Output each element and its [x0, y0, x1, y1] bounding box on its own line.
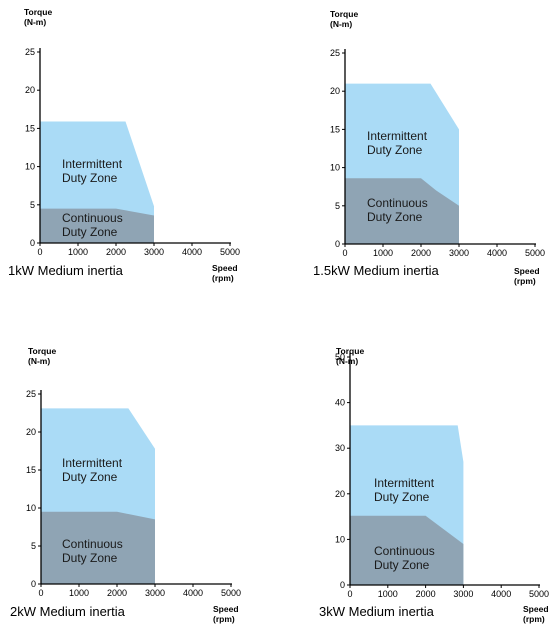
y-tick-label: 20 — [25, 85, 35, 95]
y-tick-label: 10 — [25, 162, 35, 172]
y-tick-label: 10 — [26, 503, 36, 513]
x-tick-label: 5000 — [220, 247, 240, 257]
chart-panel: 0 5 10 15 20 25 0 1000 2000 3000 4000 5000 Torque(N-… — [8, 7, 240, 283]
x-tick-label: 5000 — [529, 589, 549, 599]
continuous-zone-label: Duty Zone — [62, 225, 118, 239]
x-tick-label: 2000 — [416, 589, 436, 599]
x-axis-title: Speed — [213, 604, 239, 614]
x-axis-unit: (rpm) — [212, 273, 234, 283]
chart-caption: 1.5kW Medium inertia — [313, 263, 439, 278]
x-tick-label: 4000 — [183, 588, 203, 598]
y-axis-unit: (N-m) — [28, 356, 50, 366]
x-tick-label: 0 — [37, 247, 42, 257]
x-tick-label: 0 — [347, 589, 352, 599]
x-tick-label: 1000 — [69, 588, 89, 598]
continuous-zone-label: Duty Zone — [62, 551, 118, 565]
intermittent-zone-label: Duty Zone — [62, 171, 118, 185]
x-tick-label: 1000 — [378, 589, 398, 599]
chart-caption: 3kW Medium inertia — [319, 604, 435, 619]
x-tick-label: 2000 — [106, 247, 126, 257]
x-tick-label: 3000 — [449, 248, 469, 258]
x-axis-unit: (rpm) — [213, 614, 235, 624]
chart-panel: 0 5 10 15 20 25 0 1000 2000 3000 4000 5000 Torque(N-… — [313, 9, 545, 286]
x-tick-label: 2000 — [411, 248, 431, 258]
y-tick-label: 0 — [340, 580, 345, 590]
y-tick-label: 10 — [330, 163, 340, 173]
y-tick-label: 10 — [335, 534, 345, 544]
x-tick-label: 4000 — [182, 247, 202, 257]
x-axis-unit: (rpm) — [514, 276, 536, 286]
x-tick-label: 5000 — [525, 248, 545, 258]
intermittent-zone-label: Intermittent — [374, 476, 435, 490]
y-tick-label: 0 — [31, 579, 36, 589]
intermittent-zone-label: Intermittent — [62, 456, 123, 470]
y-tick-label: 5 — [31, 541, 36, 551]
continuous-zone-label: Continuous — [367, 196, 428, 210]
continuous-zone-label: Continuous — [374, 544, 435, 558]
continuous-zone-label: Continuous — [62, 537, 123, 551]
x-tick-label: 0 — [342, 248, 347, 258]
y-tick-label: 20 — [330, 86, 340, 96]
y-tick-label: 15 — [330, 124, 340, 134]
continuous-zone-label: Continuous — [62, 211, 123, 225]
y-tick-label: 25 — [26, 389, 36, 399]
y-axis-unit: (N-m) — [24, 17, 46, 27]
y-tick-label: 25 — [25, 47, 35, 57]
x-tick-label: 1000 — [68, 247, 88, 257]
y-axis-title: Torque — [330, 9, 358, 19]
y-axis-title: Torque — [28, 346, 56, 356]
x-tick-label: 4000 — [487, 248, 507, 258]
y-tick-label: 0 — [30, 238, 35, 248]
y-tick-label: 20 — [335, 489, 345, 499]
intermittent-zone-label: Duty Zone — [367, 143, 423, 157]
x-tick-label: 2000 — [107, 588, 127, 598]
y-tick-label: 20 — [26, 427, 36, 437]
y-tick-label: 30 — [335, 443, 345, 453]
x-tick-label: 0 — [38, 588, 43, 598]
intermittent-zone-label: Intermittent — [367, 129, 428, 143]
x-tick-label: 3000 — [453, 589, 473, 599]
y-axis-title: Torque — [336, 346, 364, 356]
y-axis-unit: (N-m) — [336, 356, 358, 366]
y-axis-title: Torque — [24, 7, 52, 17]
continuous-zone-label: Duty Zone — [367, 210, 423, 224]
y-tick-label: 5 — [30, 200, 35, 210]
x-tick-label: 4000 — [491, 589, 511, 599]
continuous-zone-label: Duty Zone — [374, 558, 430, 572]
x-tick-label: 3000 — [144, 247, 164, 257]
y-tick-label: 15 — [25, 123, 35, 133]
intermittent-zone-label: Intermittent — [62, 157, 123, 171]
y-tick-label: 5 — [335, 201, 340, 211]
y-tick-label: 15 — [26, 465, 36, 475]
y-axis-unit: (N-m) — [330, 19, 352, 29]
chart-panel: 0 5 10 15 20 25 0 1000 2000 3000 4000 5000 Torque(N-… — [10, 346, 241, 624]
chart-caption: 2kW Medium inertia — [10, 604, 126, 619]
x-tick-label: 3000 — [145, 588, 165, 598]
x-axis-title: Speed — [212, 263, 238, 273]
chart-caption: 1kW Medium inertia — [8, 263, 124, 278]
y-tick-label: 0 — [335, 239, 340, 249]
intermittent-zone-label: Duty Zone — [374, 490, 430, 504]
intermittent-zone-label: Duty Zone — [62, 470, 118, 484]
y-tick-label: 25 — [330, 48, 340, 58]
x-axis-unit: (rpm) — [523, 614, 545, 624]
x-axis-title: Speed — [514, 266, 540, 276]
y-tick-label: 40 — [335, 398, 345, 408]
x-tick-label: 5000 — [221, 588, 241, 598]
x-tick-label: 1000 — [373, 248, 393, 258]
x-axis-title: Speed — [523, 604, 549, 614]
